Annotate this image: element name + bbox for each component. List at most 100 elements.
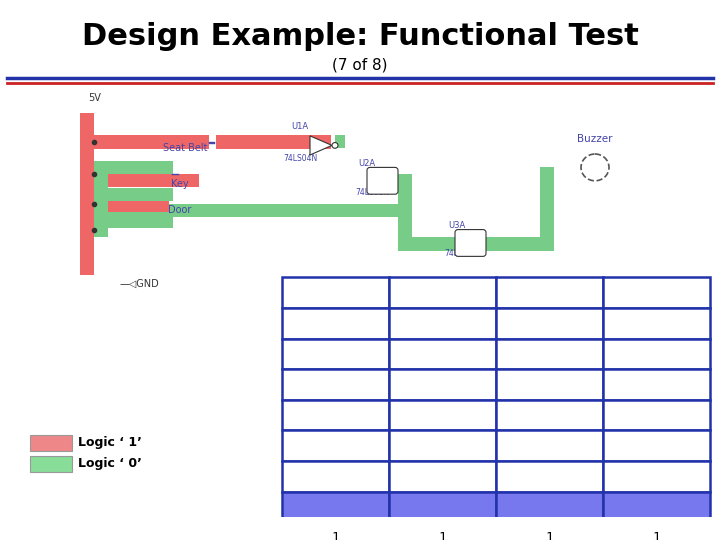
Text: 1: 1 [438, 378, 446, 391]
Text: 1: 1 [331, 470, 340, 483]
Bar [282, 400, 389, 430]
Text: 74LS02N: 74LS02N [444, 249, 478, 258]
Bar [94, 174, 199, 187]
Text: 1: 1 [652, 378, 660, 391]
Text: Seat Belt: Seat Belt [163, 143, 207, 153]
Bar [496, 461, 603, 492]
Bar [540, 167, 554, 251]
Bar [496, 522, 603, 540]
Bar [94, 135, 209, 149]
Bar [282, 339, 389, 369]
Bar [282, 430, 389, 461]
Bar [108, 188, 173, 201]
Text: 1: 1 [652, 470, 660, 483]
Text: 1: 1 [331, 439, 340, 453]
Text: U3A: U3A [448, 221, 465, 230]
Text: 0: 0 [546, 378, 554, 391]
Text: 1: 1 [546, 409, 554, 422]
Bar [603, 430, 710, 461]
Text: 74LS04N: 74LS04N [283, 154, 317, 163]
Bar [496, 278, 603, 308]
Text: U2A: U2A [358, 159, 375, 168]
Bar [282, 278, 389, 308]
Polygon shape [310, 136, 332, 155]
Bar [496, 400, 603, 430]
Text: 0: 0 [652, 501, 660, 514]
Bar [216, 135, 331, 149]
Bar [398, 174, 412, 187]
Bar [282, 492, 389, 522]
Text: 0: 0 [438, 317, 446, 330]
Text: 18: 18 [675, 481, 696, 495]
Bar [94, 161, 108, 237]
Bar [603, 461, 710, 492]
Bar [108, 215, 173, 228]
Bar [603, 369, 710, 400]
Bar [398, 187, 412, 240]
Text: 0: 0 [546, 439, 554, 453]
Text: 1: 1 [438, 409, 446, 422]
Bar [496, 430, 603, 461]
Bar [389, 339, 496, 369]
Text: 1: 1 [438, 531, 446, 540]
Bar [603, 308, 710, 339]
Text: 0: 0 [331, 347, 340, 360]
Text: (7 of 8): (7 of 8) [332, 58, 388, 72]
Bar [603, 492, 710, 522]
Text: Buzzer: Buzzer [635, 286, 678, 299]
Text: Logic ‘ 0’: Logic ‘ 0’ [78, 457, 142, 470]
Bar [108, 161, 173, 174]
Text: 0: 0 [438, 470, 446, 483]
Bar [603, 339, 710, 369]
Bar [389, 308, 496, 339]
Bar [389, 400, 496, 430]
Bar [496, 492, 603, 522]
Bar [282, 522, 389, 540]
Text: 0: 0 [331, 378, 340, 391]
Text: 0: 0 [546, 317, 554, 330]
Text: Key: Key [171, 179, 189, 188]
Text: Door: Door [535, 286, 564, 299]
Bar [94, 199, 169, 212]
Bar [389, 461, 496, 492]
Text: Door: Door [168, 205, 192, 215]
Text: 1: 1 [331, 501, 340, 514]
Circle shape [581, 154, 609, 181]
Text: —◁GND: —◁GND [120, 279, 160, 289]
Text: 1: 1 [438, 501, 446, 514]
Bar [496, 339, 603, 369]
Bar [603, 278, 710, 308]
Bar [282, 461, 389, 492]
Text: U1A: U1A [292, 122, 309, 131]
Bar [335, 135, 345, 148]
Text: 1: 1 [331, 531, 340, 540]
Bar [603, 522, 710, 540]
Bar [603, 400, 710, 430]
Bar [94, 204, 404, 217]
Text: 1: 1 [652, 347, 660, 360]
Text: Buzzer: Buzzer [577, 133, 613, 144]
Text: 0: 0 [546, 501, 554, 514]
Text: 0: 0 [652, 317, 660, 330]
Bar [282, 308, 389, 339]
Bar [389, 278, 496, 308]
Bar [389, 522, 496, 540]
Text: 74LS08N: 74LS08N [355, 188, 389, 197]
Text: 0: 0 [331, 317, 340, 330]
Bar [30, 456, 72, 471]
Text: Seat Belt: Seat Belt [303, 286, 368, 299]
Text: Key: Key [432, 286, 453, 299]
Bar [496, 308, 603, 339]
Bar [389, 369, 496, 400]
Text: 1: 1 [652, 531, 660, 540]
Bar [282, 369, 389, 400]
Bar [30, 435, 72, 450]
Bar [486, 237, 546, 251]
Text: 1: 1 [546, 347, 554, 360]
Bar [398, 237, 458, 251]
Text: 0: 0 [438, 347, 446, 360]
Text: 1: 1 [652, 409, 660, 422]
FancyBboxPatch shape [367, 167, 398, 194]
Text: 1: 1 [546, 531, 554, 540]
Bar [496, 369, 603, 400]
